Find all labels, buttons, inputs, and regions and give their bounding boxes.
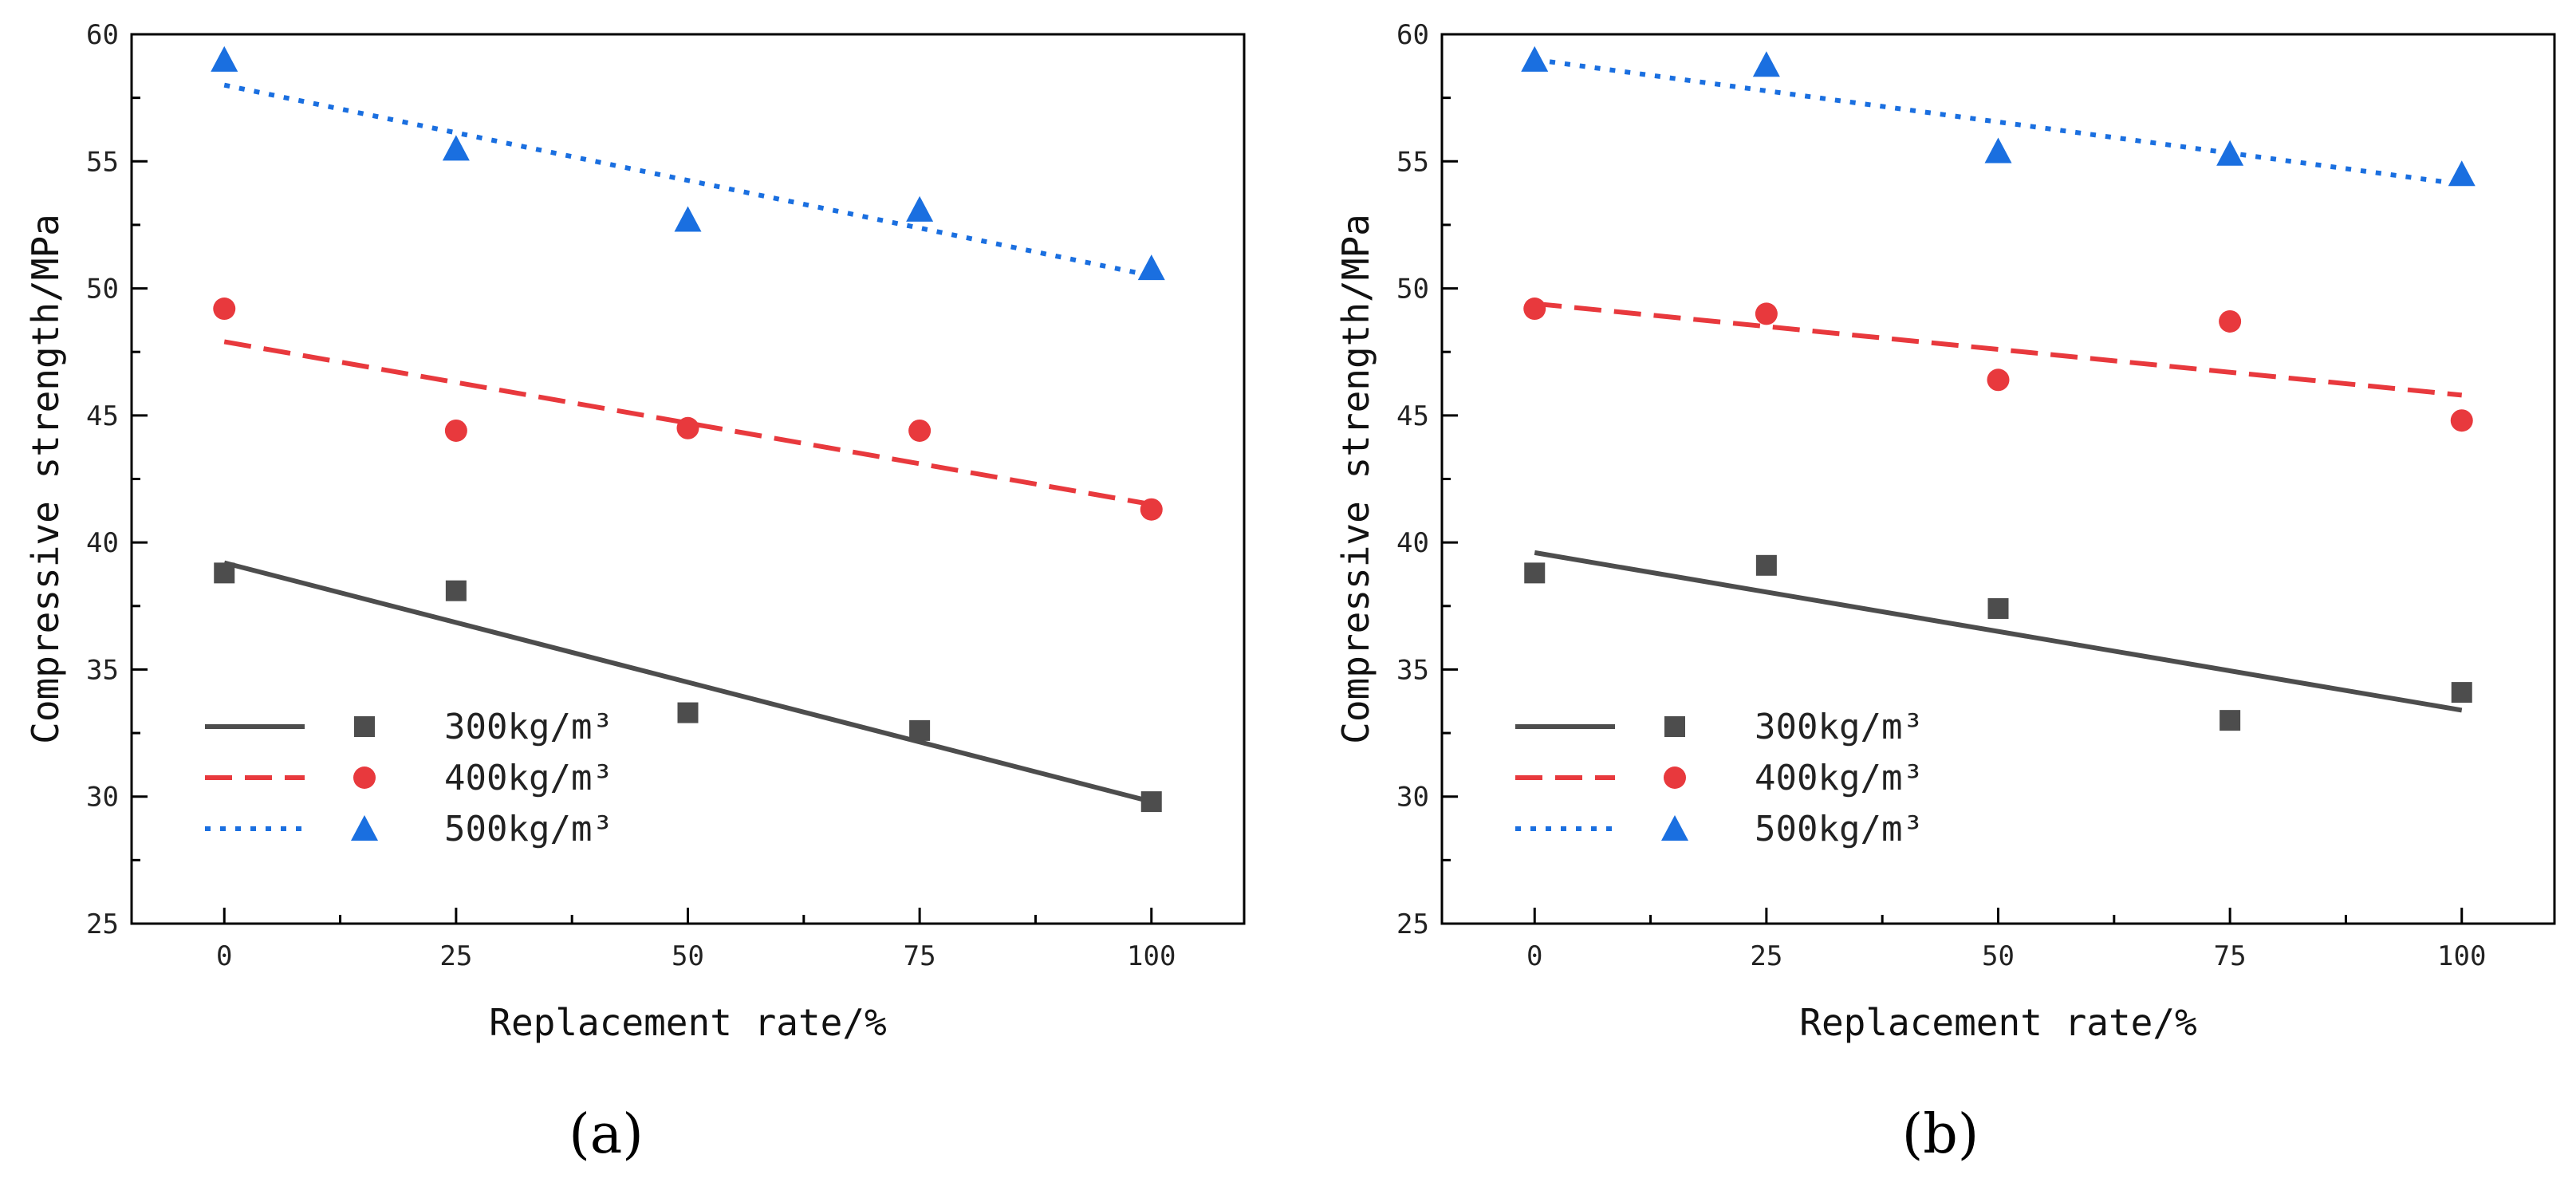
data-point [1524,562,1546,584]
legend-marker [1661,815,1688,841]
legend-marker [1664,716,1685,737]
x-tick-label: 75 [2214,940,2247,972]
data-point [444,419,467,442]
data-point [445,580,467,601]
y-tick-label: 25 [86,908,119,940]
data-point [211,45,238,72]
fit-line-500 [1534,57,2463,187]
fit-line-400 [1534,301,2463,398]
fit-line-300 [1534,550,2463,713]
x-tick-label: 50 [1982,940,2015,972]
data-point [1752,51,1780,77]
x-tick-label: 0 [1526,940,1542,972]
y-tick-label: 25 [1396,908,1429,940]
data-point [1523,298,1546,321]
x-tick-label: 100 [1127,940,1176,972]
data-point [214,562,235,584]
data-point [1140,791,1162,813]
y-tick-label: 60 [1396,19,1429,51]
x-tick-label: 25 [1750,940,1782,972]
fit-line-400 [223,339,1152,507]
legend-entry: 300kg/m³ [444,707,613,747]
legend-entry: 400kg/m³ [444,758,613,798]
chart-panel-b: 25 30 35 40 45 50 55 60 0 25 50 75 100 Replacement ra… [1334,19,2556,1166]
y-tick-label: 55 [86,146,119,178]
legend-entry: 500kg/m³ [444,809,613,849]
data-point [1137,254,1165,281]
panel-label: (b) [1902,1103,1979,1166]
y-axis-label: Compressive strength/MPa [1334,214,1377,744]
plot-frame [130,33,1246,925]
y-tick-label: 50 [1396,274,1429,305]
data-point [1984,137,2012,164]
data-point [908,419,932,442]
data-point [2216,140,2244,166]
fit-line-500 [223,82,1152,278]
x-axis-label: Replacement rate/% [1799,1001,2197,1044]
legend-entry: 500kg/m³ [1755,809,1924,849]
data-point [2219,309,2242,333]
data-point [2448,160,2476,187]
data-point [2450,409,2473,432]
legend-marker [354,716,375,737]
y-tick-label: 35 [1396,654,1429,686]
data-point [213,298,236,321]
y-tick-label: 40 [86,527,119,559]
x-tick-label: 75 [904,940,936,972]
data-point [674,206,702,232]
legend: 300kg/m³ 400kg/m³ 500kg/m³ [205,707,613,849]
y-tick-label: 45 [1396,400,1429,432]
panel-label: (a) [569,1103,644,1166]
y-tick-label: 30 [86,782,119,814]
legend-entry: 400kg/m³ [1755,758,1924,798]
data-point [677,702,699,723]
x-tick-label: 50 [672,940,704,972]
data-point [1140,498,1163,521]
y-tick-label: 35 [86,654,119,686]
data-point [2451,682,2472,703]
y-tick-label: 55 [1396,146,1429,178]
data-point [442,135,470,161]
data-point [1755,302,1778,325]
legend-marker [351,815,378,841]
data-point [909,719,931,741]
data-point [906,195,934,222]
chart-panel-a: 25 30 35 40 45 50 55 60 0 25 50 75 100 Replacement ra… [24,19,1246,1166]
y-tick-label: 30 [1396,782,1429,814]
data-point [1521,45,1549,72]
y-tick-label: 45 [86,400,119,432]
fit-line-300 [223,560,1152,804]
data-point [676,416,699,439]
legend: 300kg/m³ 400kg/m³ 500kg/m³ [1515,707,1924,849]
y-tick-label: 40 [1396,527,1429,559]
data-point [1987,368,2010,392]
legend-marker [353,766,376,789]
x-axis-label: Replacement rate/% [489,1001,887,1044]
data-point [1755,554,1777,576]
x-tick-label: 25 [439,940,472,972]
legend-entry: 300kg/m³ [1755,707,1924,747]
plot-frame [1440,33,2556,925]
x-tick-label: 100 [2437,940,2486,972]
data-point [1987,597,2009,619]
y-tick-label: 60 [86,19,119,51]
data-point [2220,710,2241,731]
y-tick-label: 50 [86,274,119,305]
x-tick-label: 0 [216,940,232,972]
y-axis-label: Compressive strength/MPa [24,214,67,744]
legend-marker [1664,766,1686,789]
